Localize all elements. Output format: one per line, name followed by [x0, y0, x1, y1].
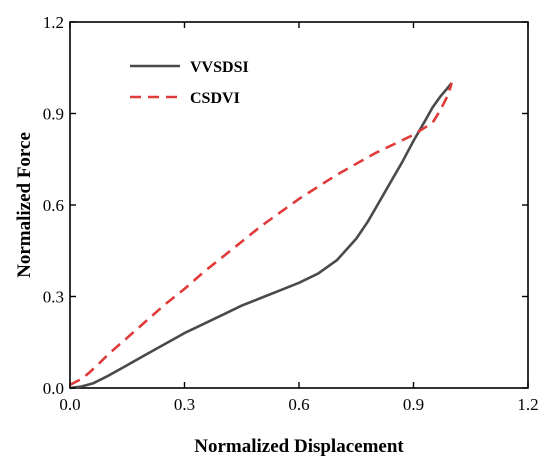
- x-tick-label: 0.9: [403, 395, 424, 414]
- legend-label-csdvi: CSDVI: [190, 90, 240, 107]
- y-tick-label: 1.2: [43, 13, 64, 32]
- legend: VVSDSI CSDVI: [130, 59, 249, 107]
- y-axis-title: Normalized Force: [14, 132, 35, 278]
- y-tick-label: 0.6: [43, 196, 64, 215]
- series-line-csdvi: [69, 82, 453, 387]
- x-axis-title: Normalized Displacement: [194, 436, 404, 457]
- x-tick-label: 1.2: [517, 395, 538, 414]
- legend-label-vvsdsi: VVSDSI: [190, 59, 249, 76]
- x-tick-label: 0.3: [174, 395, 195, 414]
- x-tick-label: 0.0: [59, 395, 80, 414]
- x-tick-label: 0.6: [288, 395, 309, 414]
- y-tick-label: 0.3: [43, 288, 64, 307]
- y-tick-label: 0.0: [43, 379, 64, 398]
- series-group: [69, 82, 453, 390]
- plot-frame: [69, 21, 529, 389]
- plot-area: 0.0 0.3 0.6 0.9 1.2 0.0 0.3 0.6 0.9 1.2: [43, 13, 539, 414]
- y-tick-label: 0.9: [43, 105, 64, 124]
- series-line-vvsdsi: [69, 82, 453, 390]
- ticks-group: 0.0 0.3 0.6 0.9 1.2 0.0 0.3 0.6 0.9 1.2: [43, 13, 539, 414]
